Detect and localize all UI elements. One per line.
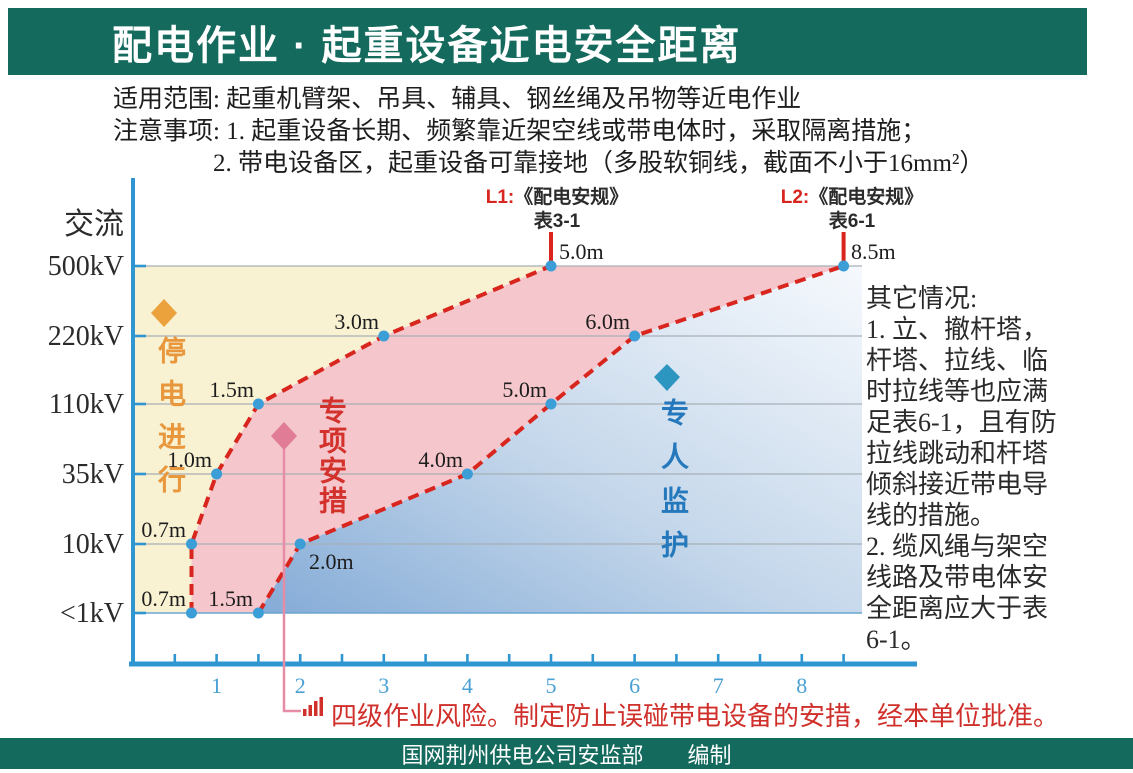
zone-fill-shutdown <box>133 266 551 613</box>
diamond-icon-shutdown <box>151 299 177 327</box>
risk-note: 四级作业风险。制定防止误碰带电设备的安措，经本单位批准。 <box>331 702 1060 731</box>
point-label: 4.0m <box>418 447 463 472</box>
x-tick-label: 1 <box>211 673 222 698</box>
data-point-l1 <box>252 398 264 410</box>
other-cases-panel: 其它情况: 1. 立、撤杆塔， 杆塔、拉线、临 时拉线等也应满 足表6-1，且有… <box>866 284 1057 654</box>
point-label: 5.0m <box>502 377 547 402</box>
point-label: 2.0m <box>309 549 354 574</box>
attention-note-2: 2. 带电设备区，起重设备可靠接地（多股软铜线，截面不小于16mm²） <box>213 150 985 177</box>
point-label: 8.5m <box>851 239 896 264</box>
data-point-l1 <box>545 260 557 272</box>
x-tick-label: 6 <box>629 673 640 698</box>
l1-ref: 《配电安规》 <box>514 187 629 208</box>
x-tick-label: 3 <box>378 673 389 698</box>
x-tick-label: 5 <box>546 673 557 698</box>
point-label: 0.7m <box>141 586 186 611</box>
l2-table-ref: 表6-1 <box>828 211 876 232</box>
page-title: 配电作业 · 起重设备近电安全距离 <box>112 23 742 68</box>
l1-annotation-line1: L1:《配电安规》 <box>467 186 647 210</box>
series-l2-line <box>256 264 845 615</box>
l2-tag: L2: <box>780 187 810 208</box>
data-point-l2 <box>252 607 264 619</box>
x-tick-label: 4 <box>462 673 473 698</box>
data-point-l1 <box>378 330 390 342</box>
point-label: 5.0m <box>559 239 604 264</box>
x-tick-label: 7 <box>713 673 724 698</box>
risk-connector-line <box>282 449 301 713</box>
point-label: 1.5m <box>209 377 254 402</box>
risk-bars-icon <box>303 697 323 716</box>
y-axis-label: 500kV <box>48 251 124 282</box>
l2-annotation: L2:《配电安规》 表6-1 <box>762 186 942 234</box>
diamond-icon-monitor <box>654 364 680 391</box>
y-axis-label: 35kV <box>62 459 124 490</box>
x-tick-label: 8 <box>796 673 807 698</box>
point-label: 1.5m <box>208 586 253 611</box>
x-tick-label: 2 <box>295 673 306 698</box>
zone-label-monitor: 专人监护 <box>658 398 689 574</box>
l1-table-ref: 表3-1 <box>533 211 581 232</box>
point-label: 6.0m <box>585 309 630 334</box>
l1-tag: L1: <box>485 187 515 208</box>
data-point-l2 <box>838 260 850 272</box>
footer-text: 国网荆州供电公司安监部 编制 <box>401 742 732 768</box>
data-point-l2 <box>629 330 641 342</box>
data-point-l1 <box>211 468 223 480</box>
l2-ref: 《配电安规》 <box>809 187 924 208</box>
diamond-icon-special <box>271 422 297 450</box>
y-axis-label: 110kV <box>49 389 124 420</box>
point-label: 0.7m <box>141 517 186 542</box>
point-label: 1.0m <box>167 447 212 472</box>
zone-label-shutdown: 停电进行 <box>155 336 186 508</box>
attention-note-1: 注意事项: 1. 起重设备长期、频繁靠近架空线或带电体时，采取隔离措施； <box>113 118 927 145</box>
footer-bar: 国网荆州供电公司安监部 编制 <box>0 738 1133 769</box>
scope-note: 适用范围: 起重机臂架、吊具、辅具、钢丝绳及吊物等近电作业 <box>113 86 802 113</box>
data-point-l2 <box>461 468 473 480</box>
series-l1-line <box>189 264 552 613</box>
header-bar: 配电作业 · 起重设备近电安全距离 <box>8 8 1087 75</box>
l2-annotation-line1: L2:《配电安规》 <box>762 186 942 210</box>
y-axis-label: 10kV <box>62 529 124 560</box>
data-point-l2 <box>545 398 557 410</box>
zone-fill-monitor <box>258 266 862 613</box>
top-notes: 适用范围: 起重机臂架、吊具、辅具、钢丝绳及吊物等近电作业 注意事项: 1. 起… <box>113 84 1013 180</box>
y-axis-label: 220kV <box>48 321 124 352</box>
data-point-l1 <box>186 607 197 619</box>
y-axis-title: 交流 <box>64 208 124 241</box>
data-point-l2 <box>294 538 306 550</box>
data-point-l1 <box>186 538 197 550</box>
y-axis-label: <1kV <box>60 598 124 629</box>
l1-annotation: L1:《配电安规》 表3-1 <box>467 186 647 234</box>
zone-label-special: 专项安措 <box>316 396 347 516</box>
point-label: 3.0m <box>334 309 379 334</box>
